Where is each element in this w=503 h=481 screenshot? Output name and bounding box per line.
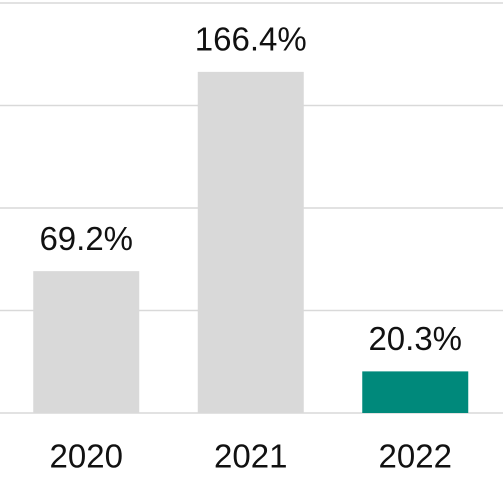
x-tick-label: 2022 <box>379 438 452 475</box>
value-label: 166.4% <box>195 21 307 58</box>
x-tick-label: 2020 <box>50 438 123 475</box>
bar <box>33 271 140 413</box>
value-label: 69.2% <box>39 220 133 257</box>
x-tick-label: 2021 <box>214 438 287 475</box>
bar <box>362 371 469 413</box>
value-label: 20.3% <box>368 320 462 357</box>
bar <box>197 71 304 413</box>
